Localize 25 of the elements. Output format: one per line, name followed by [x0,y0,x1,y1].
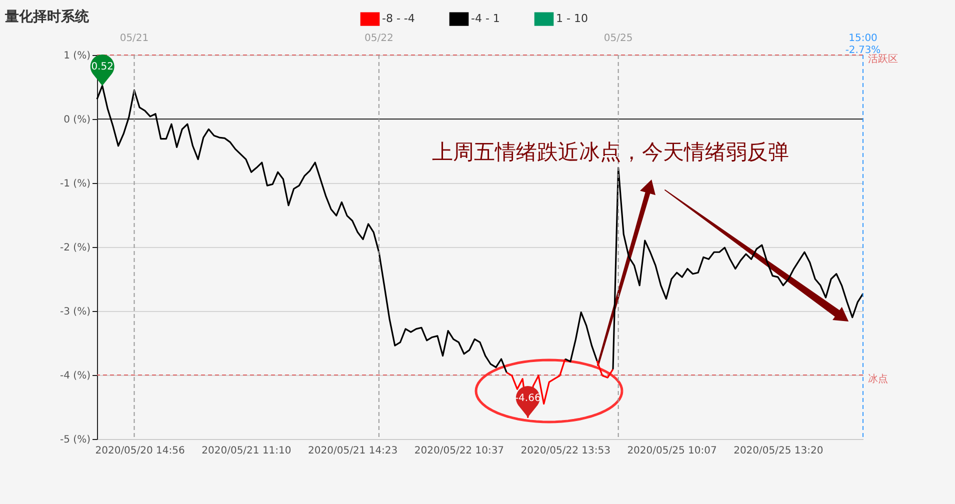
x-tick-label: 2020/05/22 13:53 [520,446,610,456]
text: 05/21 [120,33,149,44]
x-tick-label: 2020/05/22 10:37 [414,446,504,456]
x-tick-label: 2020/05/25 13:20 [734,446,824,456]
legend-label: -4 - 1 [471,12,500,26]
y-tick-label: -3 (%) [60,306,91,318]
x-tick-label: 2020/05/25 10:07 [627,446,717,456]
y-tick-label: -1 (%) [60,178,91,190]
x-tick-label: 2020/05/21 14:23 [308,446,398,456]
y-tick-label: -5 (%) [60,434,91,446]
y-tick-label: -4 (%) [60,370,91,382]
chart-title: 量化择时系统 [4,8,90,25]
text: 05/25 [604,33,633,44]
y-tick-label: -2 (%) [60,242,91,254]
legend-label: 1 - 10 [556,12,588,26]
y-tick-label: 0 (%) [64,114,91,126]
annotation: 上周五情绪跌近冰点，今天情绪弱反弹 [432,140,789,164]
annotation: 0.52 [91,62,114,73]
x-tick-label: 2020/05/21 11:10 [202,446,292,456]
y-tick-label: 1 (%) [64,50,91,62]
ref-line-label: 活跃区 [868,53,898,65]
x-tick-label: 2020/05/20 14:56 [95,446,185,456]
ref-line-label: 冰点 [868,373,888,385]
text: 05/22 [364,33,394,44]
legend-label: -8 - -4 [382,12,415,26]
